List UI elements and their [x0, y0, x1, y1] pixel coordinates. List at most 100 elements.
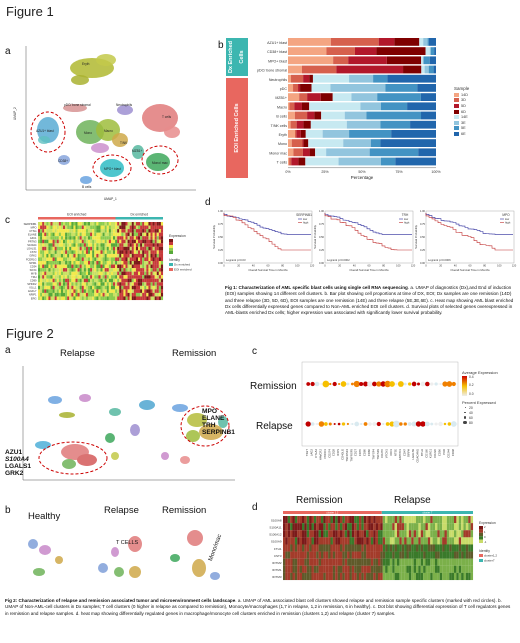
heat2-relapse-title: Relapse [394, 495, 431, 506]
bar-segment [310, 120, 347, 129]
eoi-enriched-group: EOI Enriched Cells [226, 78, 248, 178]
dot-plot-gene-label: CD70 [358, 449, 362, 457]
heat2-gene-label: S100A12 [269, 533, 282, 537]
fig2b-tcells-label: T CELLS [116, 540, 139, 546]
heat2-legend-tick: 2 [484, 525, 486, 529]
bar-legend-item: 3E [454, 120, 469, 126]
bar-category-label: Macro [277, 105, 287, 109]
legend-swatch [454, 103, 459, 108]
dot-plot-gene-label: CD244 [446, 449, 450, 458]
dot-plot-gene-label: SIRPA [407, 449, 411, 457]
bar-segment [288, 130, 296, 138]
survival-xtick: 40 [252, 264, 255, 268]
dot-plot-gene-label: TNFSF4 [371, 449, 375, 460]
bar-segment [429, 47, 431, 55]
bar-xtick: 0% [285, 170, 291, 174]
heat2-legend-tick: 1 [484, 530, 486, 534]
bar-segment [387, 74, 436, 83]
bar-segment [296, 120, 304, 129]
dot-plot-point [389, 381, 395, 387]
survival-xlabel: Overall Survival Time in Months [450, 268, 490, 272]
dot-plot-point [310, 422, 315, 426]
fig2-dot-plot: TIGIT LAG3 CTLA4 HAVCR2 PDCD1 CD274 CD28 ICOS CD… [301, 361, 459, 463]
survival-xtick: 80 [382, 264, 385, 268]
bar-segment [423, 56, 430, 65]
dot-plot-gene-label: BTLA [420, 449, 424, 456]
dot-plot-point [333, 422, 336, 426]
bar-segment [421, 111, 436, 120]
fig1-heatmap: EOI enriched Dx enrichedSERPINB1MPOCTSGEL… [24, 213, 192, 301]
bar-segment [410, 120, 436, 129]
dot-plot-point [340, 381, 347, 387]
dot-plot-point [384, 380, 391, 388]
dot-plot-gene-label: PVR [442, 449, 446, 455]
bar-segment [288, 38, 331, 46]
umap-label-tnk: T/NK [120, 141, 128, 145]
pct-legend-item: 20 [462, 405, 498, 410]
avg-expr-tick-1: 0.2 [469, 383, 474, 388]
umap-label-mzb1: MZB1+ [132, 149, 143, 153]
bar-legend-item: 14D [454, 92, 469, 98]
bar-segment [289, 102, 295, 111]
survival-ytick: 0.25 [319, 248, 325, 252]
bar-category-label: T/NK cells [271, 124, 288, 128]
bar-xlabel: Percentage [351, 175, 374, 180]
heat1-gene-label: FCER1G [26, 257, 37, 261]
heat2-sub-group-2: cluster 7 [422, 511, 432, 515]
umap-label-macro: Macro [104, 129, 113, 133]
bar-segment [349, 130, 392, 138]
bar-legend-item: 5D [454, 103, 469, 109]
bar-category-label: Neutrophils [269, 78, 287, 82]
dot-plot-point [417, 382, 420, 386]
bar-segment [380, 120, 411, 129]
heat1-gene-label: PRTN3 [28, 240, 37, 244]
pct-legend-dot [464, 407, 466, 408]
dot-plot-point [385, 422, 390, 426]
dot-legend-title2: Percent Expressed [462, 400, 496, 405]
bar-segment [321, 111, 345, 120]
dot-plot-point [332, 381, 337, 387]
bar-segment [349, 74, 374, 83]
fig2a-relapse-title: Relapse [60, 348, 95, 359]
fig2-caption-text: . a. UMAP of AML associated blast cell c… [5, 598, 511, 616]
heat1-gene-label: NRIP1 [29, 293, 37, 297]
bar-segment [288, 157, 290, 166]
heat1-identity-title: Identity [169, 258, 180, 262]
survival-legend-item: high [404, 221, 410, 225]
bar-segment [407, 102, 436, 111]
fig1-caption-text: . a. UMAP of diagnostics (Dx),and End of… [225, 285, 514, 316]
survival-ytick: 0.75 [319, 222, 325, 226]
bar-segment [380, 139, 436, 147]
survival-ylabel: Survival Probability [414, 225, 418, 249]
bar-segment [434, 47, 436, 55]
bar-segment [298, 157, 306, 166]
gene-elane: ELANE [202, 415, 225, 422]
dot-plot-gene-label: TIGIT [305, 449, 309, 456]
bar-category-label: B cells [276, 115, 287, 119]
dot-plot-point [403, 422, 407, 426]
survival-xtick: 60 [469, 264, 472, 268]
survival-ytick: 0.25 [420, 248, 426, 252]
fig2a-left-genes: AZU1 S100A4 LGALS1 GRK2 [5, 449, 31, 477]
dot-plot-point [314, 381, 320, 387]
dot-plot-gene-label: ENTPD1 [398, 449, 402, 460]
dot-plot-point [346, 382, 350, 386]
dot-plot-gene-label: CEACAM1 [416, 449, 420, 463]
dot-plot-gene-label: CD276 [380, 449, 384, 458]
dot-plot-point [310, 381, 315, 387]
dot-plot-point [411, 381, 417, 387]
heat2-sub-group-1: cluster 1,2 [326, 511, 339, 515]
survival-logrank: Logrank p=0.03 [226, 258, 246, 262]
bar-segment [336, 65, 404, 74]
survival-ytick: 0.50 [218, 235, 224, 239]
bar-segment [300, 130, 306, 138]
survival-xtick: 60 [267, 264, 270, 268]
heat2-gene-label: S100A9 [271, 540, 282, 544]
pct-legend-item: 40 [462, 410, 498, 415]
bar-segment [346, 120, 381, 129]
bar-segment [380, 157, 396, 166]
dot-plot-point [350, 382, 354, 386]
survival-ytick: 1.00 [319, 209, 325, 213]
dot-plot-point [399, 422, 403, 426]
dot-plot-point [324, 422, 328, 426]
